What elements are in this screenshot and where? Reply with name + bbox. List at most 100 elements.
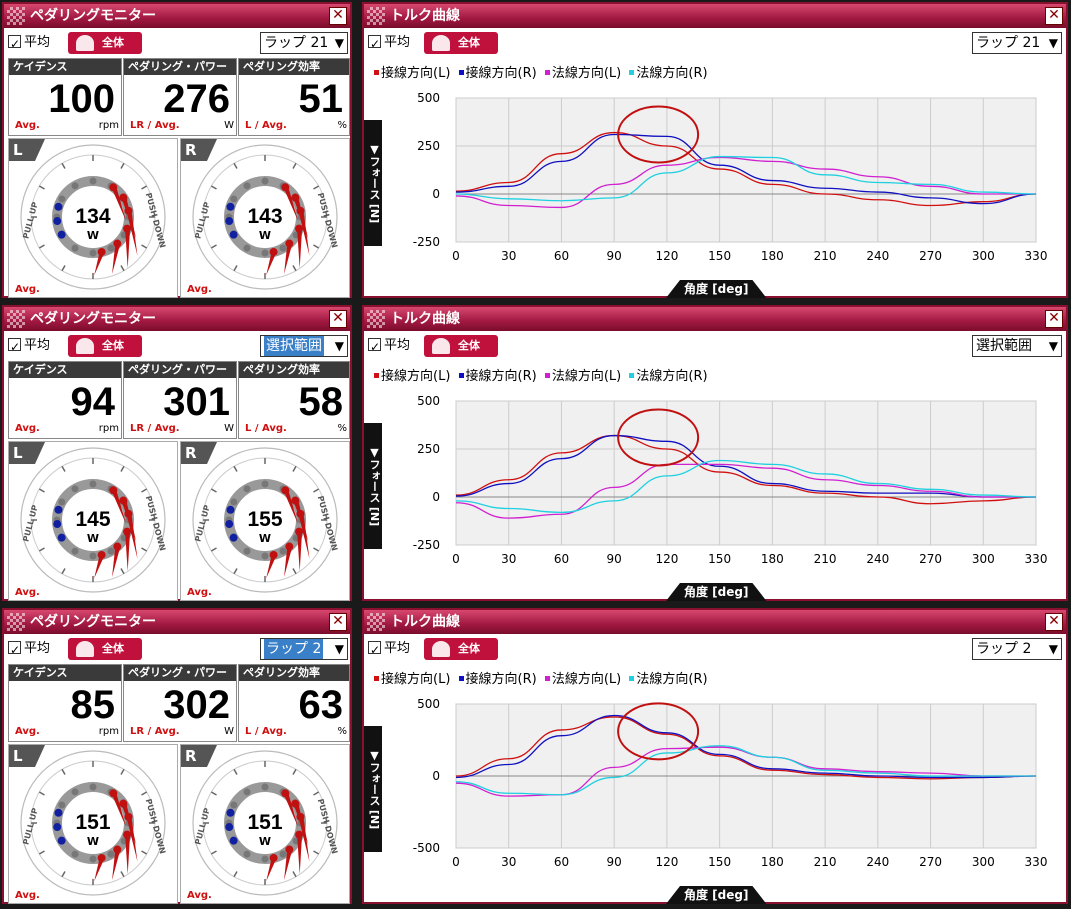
force-dot-red	[97, 247, 106, 256]
y-tick-label: 250	[417, 139, 440, 153]
close-button[interactable]: ✕	[329, 310, 347, 328]
force-dot-red	[109, 183, 118, 192]
y-tick-label: 500	[417, 697, 440, 711]
crank-center	[239, 494, 291, 546]
checkbox-icon[interactable]	[368, 336, 381, 358]
dial-tick	[61, 265, 66, 272]
crank-dot	[243, 485, 251, 493]
lap-select[interactable]: 選択範囲 ▼	[260, 335, 348, 357]
average-label: 平均	[24, 35, 51, 50]
close-button[interactable]: ✕	[1045, 613, 1063, 631]
checkbox-icon[interactable]	[368, 33, 381, 55]
y-tick-label: -500	[413, 841, 440, 855]
dial-tick	[210, 547, 217, 552]
crank-dot	[243, 788, 251, 796]
right-pedal-dial: R 151 W PULL UP PUSH DOWN Avg.	[180, 744, 350, 904]
monitor-titlebar[interactable]: ペダリングモニター ✕	[4, 610, 350, 634]
x-tick-label: 270	[919, 855, 942, 869]
x-tick-label: 0	[452, 552, 460, 566]
y-tick-label: 500	[417, 91, 440, 105]
dial-tick	[141, 244, 148, 249]
average-checkbox[interactable]: 平均	[8, 32, 51, 55]
close-button[interactable]: ✕	[329, 613, 347, 631]
average-label: 平均	[384, 35, 411, 50]
dial-tick	[292, 568, 297, 575]
lap-select[interactable]: ラップ 21 ▼	[260, 32, 348, 54]
pull-up-label: PULL UP	[21, 807, 39, 846]
close-button[interactable]: ✕	[329, 7, 347, 25]
torque-titlebar[interactable]: トルク曲線 ✕	[364, 610, 1066, 634]
dial-avg-label: Avg.	[15, 284, 40, 295]
dial-outer-ring	[192, 447, 338, 593]
rider-logo: 全体	[68, 335, 142, 357]
x-tick-label: 150	[708, 855, 731, 869]
pull-up-label: PULL UP	[21, 504, 39, 543]
torque-titlebar[interactable]: トルク曲線 ✕	[364, 4, 1066, 28]
crank-dot	[71, 850, 79, 858]
force-dot-red	[109, 486, 118, 495]
checkbox-icon[interactable]	[8, 336, 21, 358]
crank-dot	[71, 244, 79, 252]
average-checkbox[interactable]: 平均	[368, 638, 410, 661]
x-tick-label: 30	[501, 855, 516, 869]
left-pedal-dial: L 151 W PULL UP PUSH DOWN Avg.	[8, 744, 178, 904]
monitor-titlebar[interactable]: ペダリングモニター ✕	[4, 4, 350, 28]
lap-select[interactable]: ラップ 21 ▼	[972, 32, 1062, 54]
dial-tick	[120, 162, 125, 169]
force-dot-red	[281, 486, 290, 495]
force-dot-red	[269, 853, 278, 862]
legend-item: 接線方向(R)	[465, 672, 537, 687]
lap-select[interactable]: ラップ 2 ▼	[260, 638, 348, 660]
lap-select[interactable]: ラップ 2 ▼	[972, 638, 1062, 660]
legend-swatch	[544, 676, 550, 681]
crank-dot	[58, 195, 66, 203]
crank-dot	[107, 547, 115, 555]
dial-tick	[210, 850, 217, 855]
average-checkbox[interactable]: 平均	[368, 335, 410, 358]
torque-titlebar[interactable]: トルク曲線 ✕	[364, 307, 1066, 331]
x-tick-label: 180	[761, 552, 784, 566]
average-checkbox[interactable]: 平均	[8, 335, 50, 358]
crank-center	[67, 191, 119, 243]
metric-avg-label: LR / Avg.	[130, 120, 180, 131]
torque-chart: 0 30 60 90 120 150 180 210 240 270 300 330 500 0 -500	[413, 697, 1048, 869]
dial-tick	[38, 791, 45, 796]
force-dot-red	[113, 239, 122, 248]
lap-select[interactable]: 選択範囲 ▼	[972, 335, 1062, 357]
crank-center	[67, 797, 119, 849]
average-checkbox[interactable]: 平均	[368, 32, 411, 55]
force-dot-blue	[225, 823, 234, 832]
close-button[interactable]: ✕	[1045, 7, 1063, 25]
dashboard-row: ペダリングモニター ✕ 平均 全体 ラップ 21 ▼ ケイデンス 100 rpm …	[0, 0, 1071, 300]
dial-tick	[233, 265, 238, 272]
pedal-power-unit: W	[87, 532, 99, 545]
checkbox-icon[interactable]	[368, 639, 381, 661]
force-dot-red	[291, 193, 300, 202]
force-dot-red	[295, 830, 304, 839]
x-tick-label: 30	[501, 249, 516, 263]
dial-tick	[38, 185, 45, 190]
close-button[interactable]: ✕	[1045, 310, 1063, 328]
force-dot-red	[113, 845, 122, 854]
checkbox-icon[interactable]	[8, 33, 21, 55]
right-pedal-dial: R 143 W PULL UP PUSH DOWN Avg.	[180, 138, 350, 298]
crank-dot	[279, 244, 287, 252]
dial-avg-label: Avg.	[187, 284, 212, 295]
crank-dot	[261, 249, 269, 257]
left-pedal-dial: L 145 W PULL UP PUSH DOWN Avg.	[8, 441, 178, 601]
x-tick-label: 60	[554, 855, 569, 869]
metric-header: ペダリング効率	[239, 665, 349, 681]
average-checkbox[interactable]: 平均	[8, 638, 50, 661]
monitor-titlebar[interactable]: ペダリングモニター ✕	[4, 307, 350, 331]
pull-up-label: PULL UP	[193, 504, 211, 543]
crank-dot	[71, 788, 79, 796]
force-dot-blue	[53, 823, 62, 832]
checkbox-icon[interactable]	[8, 639, 21, 661]
legend-swatch	[544, 70, 550, 75]
dial-tick	[210, 244, 217, 249]
dial-tick	[313, 185, 320, 190]
legend-item: 法線方向(R)	[636, 672, 708, 687]
checker-icon	[7, 7, 25, 25]
lap-select-value: ラップ 2	[264, 639, 324, 659]
pedal-power-value: 151	[75, 811, 110, 834]
